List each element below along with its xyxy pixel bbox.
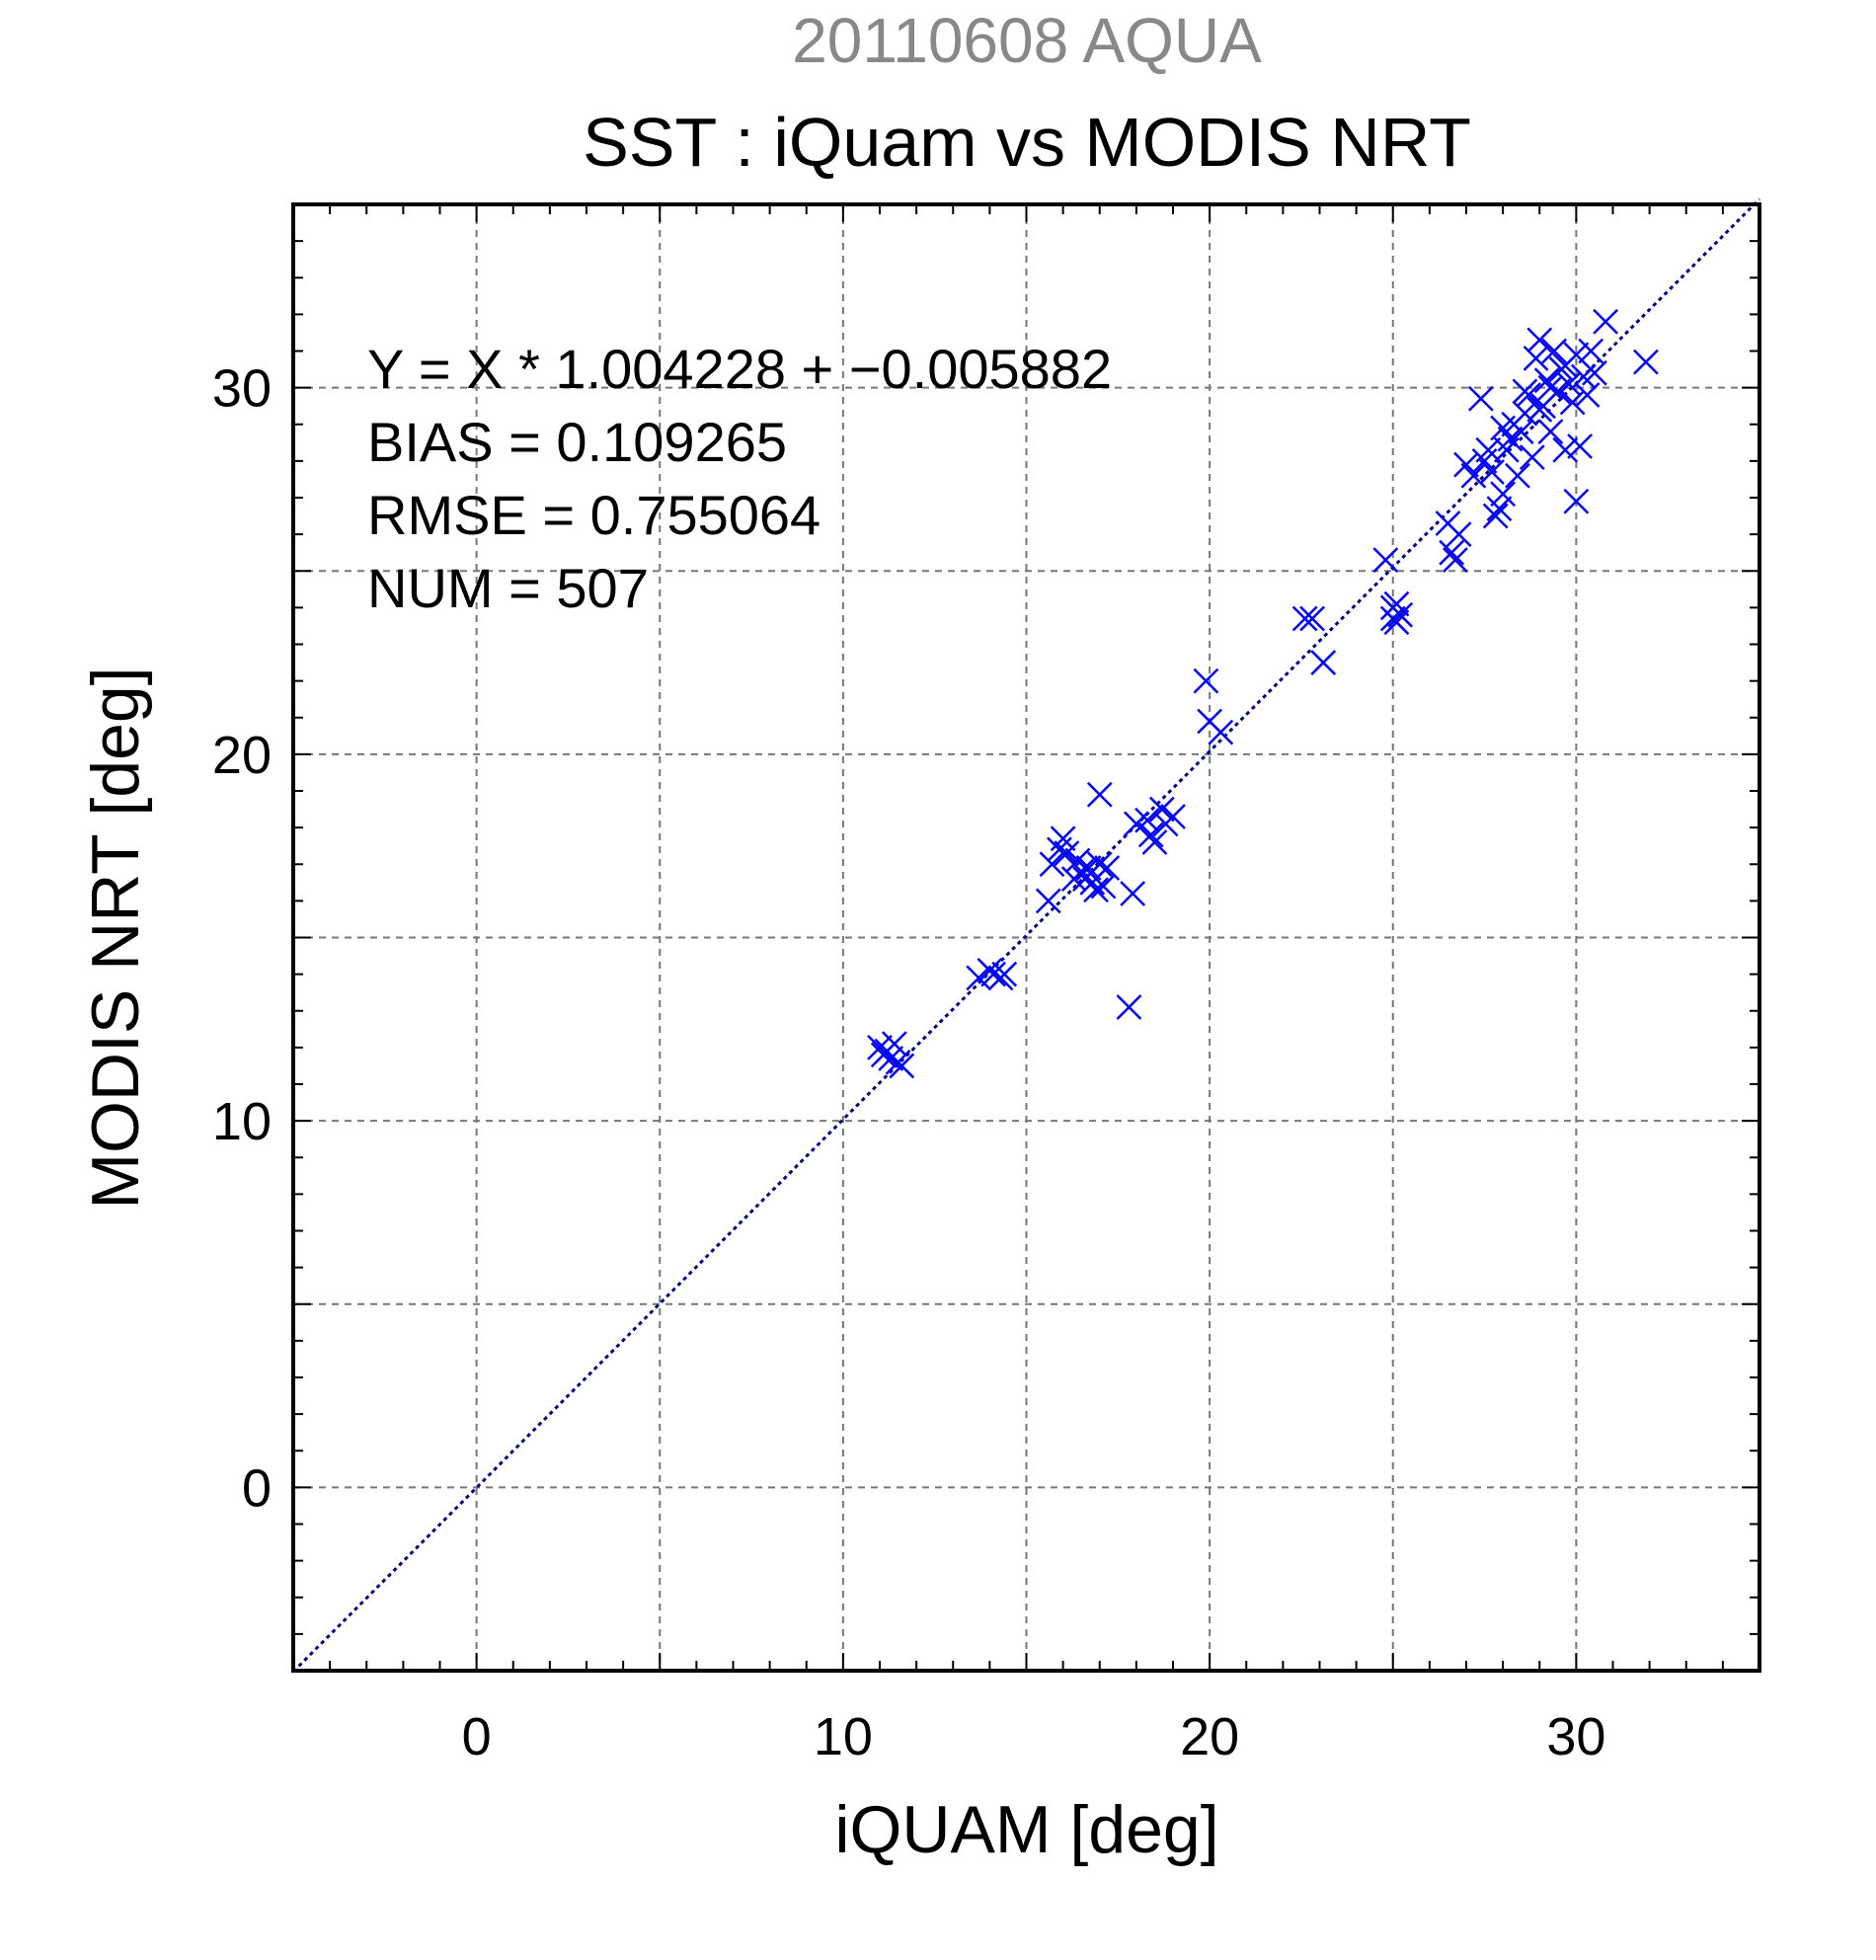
y-tick-labels: 0 10 20 30: [212, 359, 272, 1519]
scatter-point: [966, 965, 992, 991]
scatter-point: [1446, 521, 1472, 548]
scatter-point: [1559, 389, 1586, 416]
scatter-point: [1137, 822, 1164, 848]
y-axis-label: MODIS NRT [deg]: [78, 666, 153, 1209]
scatter-point: [1552, 353, 1579, 379]
scatter-point: [1479, 459, 1505, 485]
scatter-point: [1537, 419, 1564, 445]
scatter-point: [1512, 378, 1538, 405]
x-tick-label: 20: [1180, 1707, 1239, 1766]
scatter-point: [1439, 539, 1465, 566]
scatter-point: [1086, 781, 1113, 808]
fit-equation-text: Y = X * 1.004228 + −0.005882: [367, 338, 1112, 400]
scatter-point: [1291, 605, 1318, 632]
stats-annotation: Y = X * 1.004228 + −0.005882 BIAS = 0.10…: [367, 338, 1112, 619]
scatter-point: [1526, 327, 1553, 353]
scatter-point: [1475, 436, 1502, 463]
grid-lines: [293, 204, 1759, 1671]
scatter-point: [1482, 503, 1509, 529]
scatter-points: [867, 308, 1659, 1079]
scatter-point: [1208, 719, 1234, 745]
x-axis-label: iQUAM [deg]: [834, 1792, 1218, 1867]
scatter-point: [1050, 825, 1076, 852]
scatter-point: [1383, 609, 1410, 636]
scatter-point: [1035, 888, 1061, 914]
scatter-point: [1563, 488, 1590, 514]
scatter-point: [878, 1046, 904, 1071]
y-tick-label: 10: [212, 1092, 272, 1151]
scatter-point: [1039, 851, 1065, 878]
scatter-point: [1486, 496, 1513, 522]
scatter-point: [1593, 308, 1618, 335]
scatter-point: [1094, 855, 1121, 881]
plot-frame: [291, 202, 1761, 1673]
scatter-point: [1552, 436, 1579, 463]
chart-title: SST : iQuam vs MODIS NRT: [583, 104, 1471, 181]
y-tick-label: 30: [212, 359, 272, 419]
scatter-point: [1567, 433, 1593, 459]
scatter-point: [1505, 462, 1530, 489]
scatter-point: [1372, 547, 1399, 573]
chart-suptitle: 20110608 AQUA: [792, 5, 1262, 76]
scatter-point: [991, 961, 1018, 987]
x-tick-label: 10: [814, 1707, 873, 1766]
scatter-point: [1148, 796, 1175, 823]
scatter-point: [1054, 840, 1080, 866]
scatter-point: [1497, 426, 1524, 452]
scatter-point: [1442, 547, 1468, 573]
scatter-point: [1490, 481, 1517, 508]
scatter-point: [1582, 359, 1607, 386]
bias-text: BIAS = 0.109265: [367, 411, 787, 473]
scatter-point: [1310, 650, 1337, 675]
scatter-point: [1633, 349, 1659, 375]
y-tick-label: 20: [212, 726, 272, 785]
scatter-point: [1141, 829, 1168, 855]
scatter-point: [1519, 444, 1545, 471]
scatter-point: [1193, 667, 1219, 694]
x-tick-label: 30: [1546, 1707, 1605, 1766]
scatter-point: [1299, 605, 1325, 632]
scatter-point: [1160, 804, 1186, 829]
scatter-point: [1120, 881, 1146, 906]
scatter-point: [1387, 601, 1414, 628]
x-tick-labels: 0 10 20 30: [462, 1707, 1606, 1766]
x-tick-label: 0: [462, 1707, 492, 1766]
y-tick-label: 0: [242, 1458, 272, 1518]
scatter-point: [1086, 851, 1113, 878]
rmse-text: RMSE = 0.755064: [367, 484, 821, 546]
scatter-point: [1526, 397, 1553, 423]
num-text: NUM = 507: [367, 557, 649, 619]
scatter-point: [1578, 338, 1604, 364]
scatter-point: [1574, 382, 1601, 408]
scatter-point: [1116, 994, 1142, 1020]
scatter-point: [1537, 374, 1564, 401]
scatter-point: [1467, 385, 1494, 412]
scatter-point: [1083, 877, 1109, 903]
scatter-point: [977, 958, 1003, 983]
scatter-point: [1541, 338, 1567, 364]
scatter-point: [870, 1042, 897, 1068]
scatter-point: [885, 1049, 911, 1075]
